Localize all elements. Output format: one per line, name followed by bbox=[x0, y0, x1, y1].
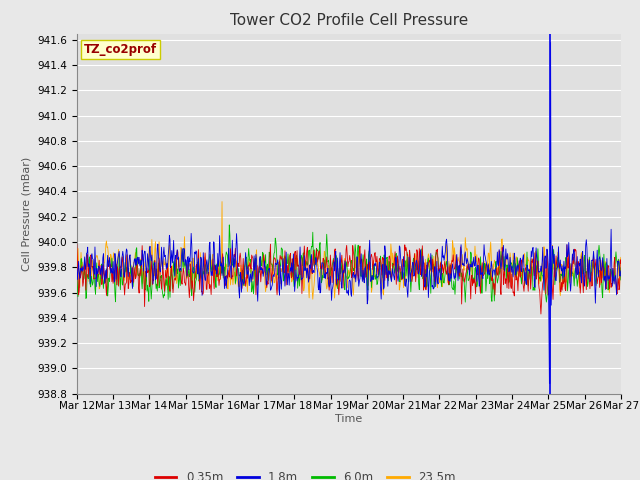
Legend: 0.35m, 1.8m, 6.0m, 23.5m: 0.35m, 1.8m, 6.0m, 23.5m bbox=[150, 466, 460, 480]
Title: Tower CO2 Profile Cell Pressure: Tower CO2 Profile Cell Pressure bbox=[230, 13, 468, 28]
X-axis label: Time: Time bbox=[335, 414, 362, 424]
Y-axis label: Cell Pressure (mBar): Cell Pressure (mBar) bbox=[22, 156, 31, 271]
Text: TZ_co2prof: TZ_co2prof bbox=[84, 43, 157, 56]
